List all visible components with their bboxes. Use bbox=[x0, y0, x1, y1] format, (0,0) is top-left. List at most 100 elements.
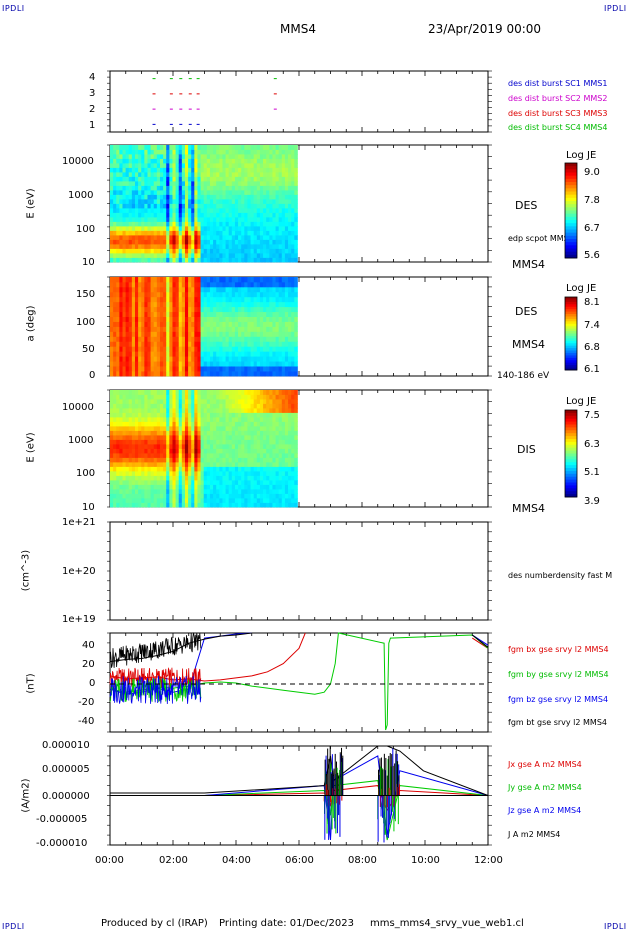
heatmap-cell-2 bbox=[244, 296, 248, 303]
heatmap-cell-2 bbox=[166, 366, 170, 372]
heatmap-cell-3 bbox=[244, 435, 248, 440]
heatmap-cell-1 bbox=[163, 203, 167, 209]
heatmap-cell-3 bbox=[169, 448, 173, 454]
heatmap-cell-2 bbox=[272, 361, 276, 367]
heatmap-cell-1 bbox=[256, 203, 261, 209]
heatmap-cell-1 bbox=[150, 176, 155, 182]
heatmap-cell-3 bbox=[134, 417, 139, 422]
heatmap-cell-1 bbox=[169, 158, 173, 164]
heatmap-cell-2 bbox=[144, 366, 148, 372]
heatmap-cell-1 bbox=[113, 145, 117, 150]
heatmap-cell-3 bbox=[238, 498, 242, 503]
heatmap-cell-3 bbox=[247, 435, 251, 440]
heatmap-cell-2 bbox=[147, 331, 152, 337]
heatmap-cell-3 bbox=[266, 493, 270, 499]
heatmap-cell-1 bbox=[147, 190, 152, 195]
heatmap-cell-3 bbox=[259, 493, 264, 499]
heatmap-cell-1 bbox=[238, 221, 242, 227]
heatmap-cell-1 bbox=[206, 145, 211, 150]
heatmap-cell-1 bbox=[166, 239, 170, 245]
heatmap-cell-2 bbox=[138, 316, 142, 322]
heatmap-cell-2 bbox=[247, 321, 251, 327]
heatmap-cell-2 bbox=[153, 371, 158, 377]
heatmap-cell-1 bbox=[200, 172, 205, 177]
heatmap-cell-1 bbox=[275, 199, 280, 204]
heatmap-cell-2 bbox=[206, 366, 211, 372]
heatmap-cell-2 bbox=[269, 351, 273, 357]
heatmap-cell-2 bbox=[184, 286, 189, 293]
heatmap-cell-2 bbox=[281, 277, 286, 283]
heatmap-cell-2 bbox=[266, 321, 270, 327]
heatmap-cell-1 bbox=[197, 199, 201, 204]
heatmap-cell-2 bbox=[269, 326, 273, 332]
heatmap-cell-3 bbox=[281, 435, 286, 440]
heatmap-cell-3 bbox=[256, 403, 261, 409]
heatmap-cell-3 bbox=[288, 390, 292, 395]
heatmap-cell-2 bbox=[238, 341, 242, 347]
heatmap-cell-1 bbox=[238, 181, 242, 186]
heatmap-cell-2 bbox=[228, 311, 233, 317]
heatmap-cell-2 bbox=[272, 296, 276, 303]
heatmap-cell-1 bbox=[241, 208, 245, 213]
heatmap-cell-1 bbox=[128, 172, 133, 177]
heatmap-cell-1 bbox=[131, 185, 136, 191]
heatmap-cell-2 bbox=[253, 281, 258, 288]
heatmap-cell-3 bbox=[128, 502, 133, 508]
heatmap-cell-2 bbox=[181, 331, 186, 337]
tick-des-e-1000: 1000 bbox=[68, 190, 94, 201]
heatmap-cell-1 bbox=[191, 253, 195, 258]
heatmap-cell-1 bbox=[172, 145, 176, 150]
heatmap-cell-3 bbox=[141, 480, 145, 485]
heatmap-cell-1 bbox=[166, 257, 170, 263]
heatmap-cell-3 bbox=[288, 502, 292, 508]
heatmap-cell-1 bbox=[197, 172, 201, 177]
heatmap-cell-1 bbox=[291, 253, 295, 258]
heatmap-cell-1 bbox=[119, 230, 123, 236]
heatmap-cell-1 bbox=[263, 257, 267, 263]
heatmap-cell-1 bbox=[188, 199, 192, 204]
heatmap-cell-3 bbox=[188, 471, 192, 476]
heatmap-cell-3 bbox=[213, 462, 217, 467]
heatmap-cell-1 bbox=[147, 203, 152, 209]
heatmap-cell-1 bbox=[213, 208, 217, 213]
heatmap-cell-3 bbox=[138, 480, 142, 485]
heatmap-cell-3 bbox=[172, 489, 176, 494]
heatmap-cell-1 bbox=[188, 145, 192, 150]
heatmap-cell-1 bbox=[253, 172, 258, 177]
heatmap-cell-3 bbox=[288, 394, 292, 400]
heatmap-cell-3 bbox=[200, 498, 205, 503]
heatmap-cell-1 bbox=[178, 244, 183, 249]
heatmap-cell-2 bbox=[250, 361, 255, 367]
heatmap-cell-1 bbox=[238, 176, 242, 182]
heatmap-cell-3 bbox=[231, 489, 236, 494]
heatmap-cell-3 bbox=[178, 403, 183, 409]
heatmap-cell-1 bbox=[231, 181, 236, 186]
heatmap-cell-2 bbox=[191, 301, 195, 308]
heatmap-cell-2 bbox=[163, 316, 167, 322]
heatmap-cell-2 bbox=[175, 321, 180, 327]
heatmap-cell-2 bbox=[131, 301, 136, 308]
heatmap-cell-3 bbox=[294, 466, 298, 472]
heatmap-cell-3 bbox=[138, 417, 142, 422]
cbar3-tick-3: 3.9 bbox=[584, 496, 600, 507]
cbar3-tick-0: 7.5 bbox=[584, 410, 600, 421]
heatmap-cell-2 bbox=[288, 281, 292, 288]
heatmap-cell-3 bbox=[253, 426, 258, 431]
heatmap-cell-1 bbox=[194, 230, 198, 236]
heatmap-cell-1 bbox=[213, 194, 217, 200]
heatmap-cell-3 bbox=[166, 502, 170, 508]
heatmap-cell-2 bbox=[150, 361, 155, 367]
heatmap-cell-3 bbox=[197, 426, 201, 431]
heatmap-cell-1 bbox=[128, 221, 133, 227]
heatmap-cell-1 bbox=[256, 235, 261, 240]
heatmap-cell-2 bbox=[294, 351, 298, 357]
heatmap-cell-2 bbox=[156, 306, 161, 313]
heatmap-cell-2 bbox=[244, 281, 248, 288]
heatmap-cell-3 bbox=[166, 498, 170, 503]
heatmap-cell-2 bbox=[166, 346, 170, 352]
heatmap-cell-3 bbox=[259, 394, 264, 400]
colorbar-1-cell bbox=[565, 232, 577, 237]
heatmap-cell-3 bbox=[272, 430, 276, 436]
heatmap-cell-1 bbox=[294, 154, 298, 159]
heatmap-cell-1 bbox=[247, 203, 251, 209]
